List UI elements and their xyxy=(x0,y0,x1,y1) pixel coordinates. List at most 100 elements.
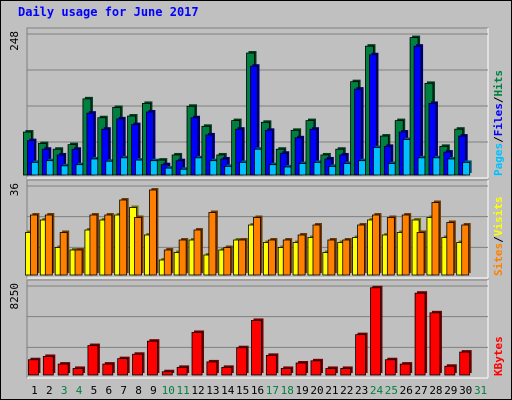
x-tick-label: 15 xyxy=(236,384,249,397)
files-bar xyxy=(250,65,258,176)
sites-bar xyxy=(446,222,455,276)
kbytes-bar xyxy=(310,360,322,376)
x-tick-label: 7 xyxy=(120,384,127,397)
x-tick-label: 11 xyxy=(177,384,190,397)
sites-bar xyxy=(163,249,172,276)
kbytes-bar xyxy=(265,354,277,376)
files-bar xyxy=(354,88,362,176)
sites-bar xyxy=(59,232,68,276)
x-tick-label: 22 xyxy=(340,384,353,397)
x-tick-label: 10 xyxy=(162,384,175,397)
sites-bar xyxy=(253,217,261,276)
sites-bar xyxy=(178,239,187,276)
files-bar xyxy=(101,128,110,176)
pages-bar xyxy=(60,165,69,176)
usage-panel-legend: Pages/Files/Hits xyxy=(492,70,505,176)
sites-bar xyxy=(372,214,380,276)
pages-bar xyxy=(328,166,337,176)
x-tick-label: 28 xyxy=(429,384,442,397)
x-tick-label: 25 xyxy=(385,384,398,397)
pages-bar xyxy=(105,160,114,176)
x-tick-label: 5 xyxy=(91,384,98,397)
chart-title: Daily usage for June 2017 xyxy=(18,5,199,19)
kbytes-bar xyxy=(355,334,366,376)
kbytes-bar xyxy=(414,292,426,376)
kbytes-bar xyxy=(251,320,262,376)
legend-entry: / xyxy=(492,136,505,143)
kbytes-bar xyxy=(236,347,248,376)
kbytes-bar xyxy=(399,363,411,376)
x-tick-label: 24 xyxy=(370,384,384,397)
x-tick-label: 1 xyxy=(31,384,38,397)
kbytes-bar xyxy=(280,368,292,376)
x-tick-label: 3 xyxy=(61,384,68,397)
pages-bar xyxy=(358,160,366,176)
legend-entry: / xyxy=(492,236,505,243)
sites-bar xyxy=(223,247,232,276)
legend-entry: Pages xyxy=(492,143,505,176)
sites-bar xyxy=(104,214,113,276)
x-tick-label: 14 xyxy=(221,384,235,397)
x-tick-label: 2 xyxy=(46,384,53,397)
pages-bar xyxy=(164,167,173,176)
kbytes-bar xyxy=(370,287,381,376)
legend-entry: Hits xyxy=(492,70,505,97)
pages-bar xyxy=(75,164,84,176)
sites-bar xyxy=(282,239,291,276)
sites-bar xyxy=(267,239,276,276)
x-tick-label: 19 xyxy=(295,384,308,397)
kbytes-panel-ytick-label: 8250 xyxy=(8,283,21,310)
sites-bar xyxy=(193,229,202,276)
pages-bar xyxy=(447,158,456,176)
x-tick-label: 27 xyxy=(414,384,427,397)
pages-bar xyxy=(239,162,248,176)
sites-bar xyxy=(386,217,395,276)
files-bar xyxy=(205,134,214,176)
kbytes-panel-legend: KBytes xyxy=(492,336,505,376)
kbytes-bar xyxy=(147,340,158,376)
usage-panel-ytick-label: 248 xyxy=(8,31,21,51)
pages-bar xyxy=(343,163,352,176)
files-bar xyxy=(309,128,318,176)
kbytes-bar xyxy=(444,365,456,376)
files-bar xyxy=(27,140,35,176)
kbytes-bar xyxy=(176,366,188,376)
kbytes-bar xyxy=(191,332,203,376)
kbytes-bar xyxy=(161,371,173,376)
pages-bar xyxy=(179,168,188,176)
legend-entry: / xyxy=(492,96,505,103)
sites-bar xyxy=(312,224,321,276)
kbytes-bar xyxy=(42,356,54,376)
sites-bar xyxy=(461,224,470,276)
sites-bar xyxy=(357,224,365,276)
sites-bar xyxy=(30,214,38,276)
sites-bar xyxy=(134,217,142,276)
pages-bar xyxy=(387,163,396,176)
sites-bar xyxy=(431,202,440,276)
sites-bar xyxy=(44,214,53,276)
pages-bar xyxy=(135,159,143,176)
sites-bar xyxy=(208,212,217,276)
files-bar xyxy=(369,54,377,176)
pages-bar xyxy=(45,160,54,176)
files-bar xyxy=(71,148,80,176)
x-tick-label: 21 xyxy=(325,384,338,397)
files-bar xyxy=(428,103,437,176)
kbytes-bar xyxy=(117,358,129,376)
sites-bar xyxy=(74,249,83,276)
x-tick-label: 30 xyxy=(459,384,472,397)
x-tick-label: 12 xyxy=(191,384,204,397)
kbytes-bar xyxy=(57,363,69,376)
kbytes-bar xyxy=(459,351,471,376)
visits-panel-legend: Sites/Visits xyxy=(492,197,505,277)
files-bar xyxy=(116,118,125,176)
x-tick-label: 23 xyxy=(355,384,368,397)
pages-bar xyxy=(254,148,262,176)
kbytes-bar xyxy=(87,345,99,376)
x-tick-label: 20 xyxy=(310,384,323,397)
x-tick-label: 18 xyxy=(281,384,294,397)
files-bar xyxy=(383,145,392,176)
x-tick-label: 31 xyxy=(474,384,487,397)
legend-entry: Files xyxy=(492,103,505,136)
